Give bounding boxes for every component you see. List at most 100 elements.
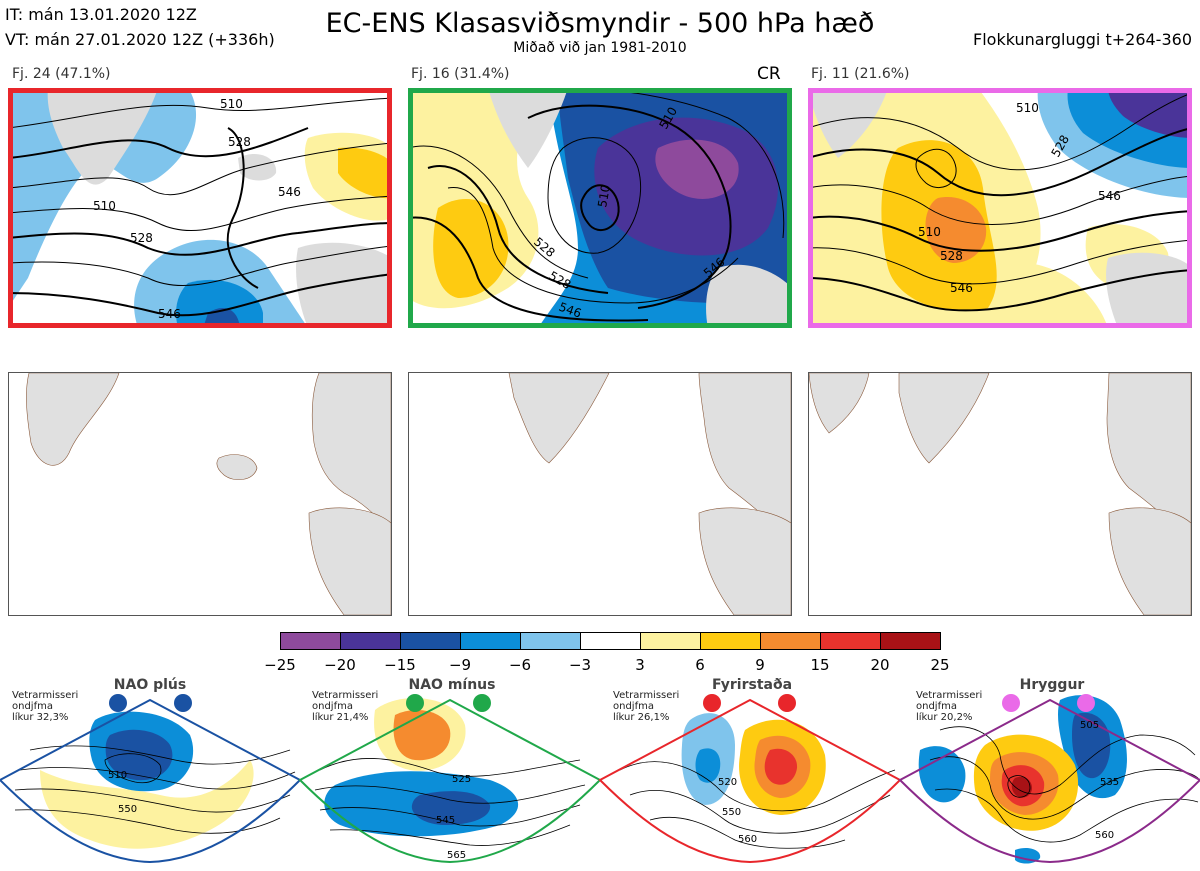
contour-label: 528 (130, 231, 153, 245)
colorbar-segment (280, 632, 341, 650)
contour-label: 528 (940, 249, 963, 263)
regime-1-frame (0, 698, 302, 864)
contour-label: 546 (1098, 189, 1121, 203)
cluster-map-3: 510 510 528 528 546 546 (808, 88, 1192, 328)
colorbar-tick: −20 (324, 656, 356, 674)
regime-3-label: 520 (718, 777, 737, 788)
colorbar-segment (760, 632, 821, 650)
note-line: líkur 32,3% (12, 712, 69, 723)
colorbar-segment (400, 632, 461, 650)
contour-label: 510 (93, 199, 116, 213)
note-line: líkur 26,1% (613, 712, 670, 723)
colorbar-tick: 25 (930, 656, 950, 674)
note-line: ondjfma (916, 701, 957, 712)
contour-label: 510 (918, 225, 941, 239)
cluster-map-2: 510 510 528 528 546 546 (408, 88, 792, 328)
colorbar-segment (520, 632, 581, 650)
note-line: ondjfma (613, 701, 654, 712)
colorbar-segment (820, 632, 881, 650)
regime-fans: 510 550 525 545 565 (0, 694, 1200, 864)
regime-3-label: 560 (738, 834, 757, 845)
regime-3-label: 550 (722, 807, 741, 818)
regime-4-label: 535 (1100, 777, 1119, 788)
chart-subtitle: Miðað við jan 1981-2010 (513, 40, 687, 56)
regime-2-label: 565 (447, 850, 466, 861)
cluster-1-frame (8, 88, 392, 328)
regime-3-frame (598, 698, 902, 864)
cluster-1-label: Fj. 24 (47.1%) (12, 66, 111, 82)
colorbar-tick: −9 (448, 656, 472, 674)
cluster-2-label: Fj. 16 (31.4%) (411, 66, 510, 82)
regime-1-label: 510 (108, 770, 127, 781)
regime-3-dot-left (703, 694, 721, 712)
regime-3-note: Vetrarmisseri ondjfma líkur 26,1% (613, 690, 679, 723)
colorbar-segment (640, 632, 701, 650)
note-line: Vetrarmisseri (312, 690, 379, 701)
contour-label: 546 (278, 185, 301, 199)
regime-1-label: 550 (118, 804, 137, 815)
note-line: líkur 20,2% (916, 712, 973, 723)
regime-2-dot-right (473, 694, 491, 712)
colorbar-tick: −15 (384, 656, 416, 674)
note-line: Vetrarmisseri (916, 690, 983, 701)
colorbar-tick: 6 (695, 656, 705, 674)
regime-2-label: 545 (436, 815, 455, 826)
note-line: Vetrarmisseri (12, 690, 79, 701)
regime-2-fan: 525 545 565 (298, 694, 602, 864)
colorbar-tick: −6 (508, 656, 532, 674)
note-line: ondjfma (312, 701, 353, 712)
classification-window: Flokkunargluggi t+264-360 (973, 30, 1192, 49)
cluster-3-label: Fj. 11 (21.6%) (811, 66, 910, 82)
chart-title: EC-ENS Klasasviðsmyndir - 500 hPa hæð (325, 8, 875, 39)
contour-label: 546 (158, 307, 181, 321)
regime-1-title: NAO plús (113, 677, 187, 693)
contour-label: 528 (228, 135, 251, 149)
colorbar-tick: −3 (568, 656, 592, 674)
colorbar-tick: 20 (870, 656, 890, 674)
regime-2-dot-left (406, 694, 424, 712)
colorbar-tick: 9 (755, 656, 765, 674)
regime-4-label: 505 (1080, 720, 1099, 731)
contour-label: 510 (220, 97, 243, 111)
regime-3-dot-right (778, 694, 796, 712)
regime-3-title: Fyrirstaða (711, 677, 793, 693)
regime-2-note: Vetrarmisseri ondjfma líkur 21,4% (312, 690, 378, 723)
it-line: IT: mán 13.01.2020 12Z (5, 5, 197, 24)
colorbar-segment (340, 632, 401, 650)
colorbar-segment (700, 632, 761, 650)
regime-1-note: Vetrarmisseri ondjfma líkur 32,3% (12, 690, 78, 723)
contour-label: 510 (1016, 101, 1039, 115)
regime-4-dot-right (1077, 694, 1095, 712)
colorbar-tick: 15 (810, 656, 830, 674)
regime-4-note: Vetrarmisseri ondjfma líkur 20,2% (916, 690, 982, 723)
regime-3-fan: 520 550 560 (598, 694, 902, 864)
colorbar-tick: 3 (635, 656, 645, 674)
regime-4-frame (898, 698, 1200, 864)
regime-4-title: Hryggur (1019, 677, 1085, 693)
regime-4-fan: 505 535 560 (898, 694, 1200, 864)
regime-2-label: 525 (452, 774, 471, 785)
colorbar-segment (460, 632, 521, 650)
regime-1-fan: 510 550 (0, 694, 302, 864)
regime-2-frame (298, 698, 602, 864)
colorbar-segment (580, 632, 641, 650)
blank-map-2 (408, 372, 792, 616)
regime-4-dot-left (1002, 694, 1020, 712)
regime-1-dot-right (174, 694, 192, 712)
regime-4-label: 560 (1095, 830, 1114, 841)
note-line: Vetrarmisseri (613, 690, 680, 701)
regime-2-title: NAO mínus (408, 677, 496, 693)
vt-line: VT: mán 27.01.2020 12Z (+336h) (5, 30, 275, 49)
regime-1-dot-left (109, 694, 127, 712)
cluster-3-frame (808, 88, 1192, 328)
colorbar-segment (880, 632, 941, 650)
colorbar-tick: −25 (264, 656, 296, 674)
blank-map-3 (808, 372, 1192, 616)
control-run-label: CR (757, 64, 781, 84)
contour-label: 546 (950, 281, 973, 295)
cluster-2-frame (408, 88, 792, 328)
contour-label: 510 (595, 184, 613, 209)
note-line: ondjfma (12, 701, 53, 712)
note-line: líkur 21,4% (312, 712, 369, 723)
cluster-map-1: 510 528 510 528 546 546 (8, 88, 392, 328)
